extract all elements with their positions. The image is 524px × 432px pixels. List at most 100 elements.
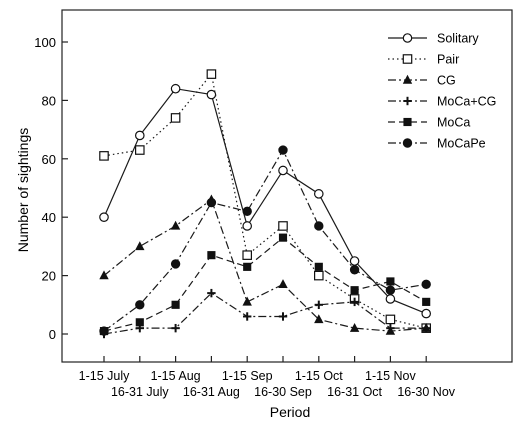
data-point (421, 308, 431, 319)
series-cg (99, 194, 431, 335)
legend-item: MoCaPe (388, 137, 486, 151)
data-point (278, 312, 288, 321)
legend-marker (402, 33, 413, 43)
data-point (278, 233, 288, 242)
series-line (103, 72, 427, 329)
data-point (242, 221, 252, 231)
legend-item: CG (388, 74, 456, 88)
data-point (99, 212, 109, 222)
x-tick-label: 16-30 Sep (254, 385, 312, 399)
data-point (349, 256, 360, 266)
x-tick-label: 1-15 Oct (295, 369, 343, 383)
data-point (314, 221, 324, 231)
data-point (278, 165, 288, 176)
data-point (278, 221, 288, 231)
legend-label: Pair (437, 53, 459, 67)
x-tick-label: 16-30 Nov (397, 385, 455, 399)
series-line (103, 88, 427, 315)
data-point (278, 279, 288, 289)
data-point (206, 197, 217, 208)
data-point (171, 323, 180, 333)
data-point (242, 296, 252, 306)
data-point (421, 279, 431, 290)
x-tick-label: 1-15 Nov (365, 369, 416, 383)
data-point (350, 286, 359, 295)
x-tick-label: 1-15 Sep (222, 369, 273, 383)
series-line (103, 236, 427, 332)
x-tick-label: 1-15 Aug (151, 369, 201, 383)
data-point (422, 297, 431, 306)
data-point (170, 259, 181, 269)
y-tick-label: 20 (42, 269, 56, 284)
legend-marker (402, 138, 413, 148)
data-point (170, 220, 181, 230)
legend-marker (403, 96, 412, 106)
y-tick-label: 0 (49, 327, 56, 342)
data-point (314, 270, 324, 281)
legend-marker (402, 74, 413, 84)
legend-item: MoCa+CG (388, 95, 496, 109)
legend-marker (402, 54, 413, 64)
data-point (99, 326, 109, 336)
x-tick-label: 1-15 July (79, 369, 130, 383)
series-moca-cg (99, 288, 431, 339)
data-point (99, 270, 109, 280)
series-line (103, 148, 427, 332)
series-moca (99, 233, 431, 336)
data-point (135, 300, 145, 310)
y-tick-label: 100 (34, 35, 56, 50)
data-point (207, 251, 216, 260)
x-tick-label: 16-31 Oct (327, 385, 382, 399)
data-point (170, 113, 181, 123)
y-tick-label: 40 (42, 210, 56, 225)
data-point (242, 250, 252, 260)
series-line (103, 198, 427, 332)
legend-item: Solitary (388, 32, 479, 46)
y-tick-label: 80 (42, 93, 56, 108)
x-axis-label: Period (270, 404, 310, 420)
data-point (206, 89, 217, 100)
data-point (314, 262, 323, 271)
data-point (349, 265, 360, 275)
data-point (314, 300, 323, 309)
data-point (350, 297, 359, 307)
data-point (243, 312, 252, 321)
data-point (207, 288, 216, 298)
x-tick-label: 16-31 Aug (183, 385, 240, 399)
data-point (349, 322, 360, 332)
data-point (278, 145, 288, 155)
data-point (206, 69, 217, 79)
data-point (135, 318, 144, 327)
series-solitary (99, 83, 431, 319)
legend-label: MoCaPe (437, 137, 486, 151)
legend-item: MoCa (388, 116, 470, 130)
series-line (103, 292, 427, 335)
legend-marker (403, 117, 412, 127)
legend-item: Pair (388, 53, 459, 67)
y-tick-label: 60 (42, 152, 56, 167)
data-point (135, 130, 145, 141)
axes: 0 20 40 60 80 100 1-15 July 16-31 July 1-15 Aug 1… (34, 9, 513, 399)
data-point (171, 300, 180, 309)
data-point (314, 314, 324, 324)
data-point (135, 241, 145, 251)
legend-label: MoCa (437, 116, 470, 130)
data-point (422, 323, 431, 333)
data-point (99, 151, 109, 161)
data-point (135, 145, 145, 155)
data-point (170, 83, 181, 94)
x-tick-label: 16-31 July (111, 385, 169, 399)
data-point (242, 206, 252, 217)
series-mocape (99, 145, 431, 336)
legend-label: MoCa+CG (437, 95, 496, 109)
plot-frame (61, 9, 513, 363)
legend-label: Solitary (437, 32, 479, 46)
series-group (99, 69, 431, 339)
data-point (313, 189, 324, 199)
data-point (385, 314, 396, 325)
data-point (385, 294, 396, 304)
data-point (386, 277, 395, 286)
legend: Solitary Pair CG MoCa+CG MoCa MoCaPe (388, 32, 496, 151)
